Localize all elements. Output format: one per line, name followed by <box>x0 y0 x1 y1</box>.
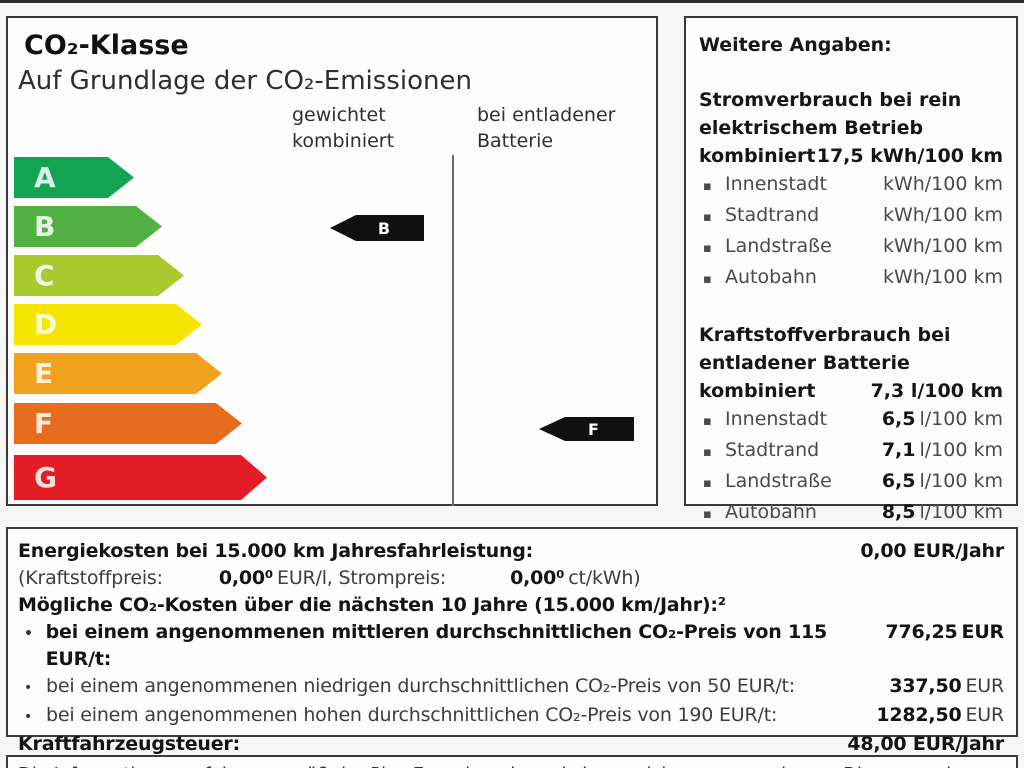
bullet-icon: ▪ <box>703 414 712 429</box>
bullet-icon: • <box>24 626 33 642</box>
price-assumptions-row: (Kraftstoffpreis: 0,00⁰ EUR/l, Stromprei… <box>18 567 641 589</box>
class-letter: B <box>34 210 56 243</box>
bullet-icon: ▪ <box>703 241 712 256</box>
fuel-heading-line2: entladener Batterie <box>699 352 910 374</box>
class-letter: G <box>34 461 57 494</box>
electric-combined-row: kombiniert 17,5 kWh/100 km <box>699 145 1003 167</box>
electric-row-autobahn: ▪ Autobahn kWh/100 km <box>699 263 1003 294</box>
fuel-row-innenstadt: ▪ Innenstadt 6,5 l/100 km <box>699 405 1003 436</box>
class-arrow-d: D <box>14 304 202 345</box>
electric-row-stadtrand: ▪ Stadtrand kWh/100 km <box>699 201 1003 232</box>
class-arrow-a: A <box>14 157 134 198</box>
column-header-depleted-battery: bei entladener Batterie <box>477 104 616 152</box>
bullet-icon: • <box>24 709 33 725</box>
energy-costs-panel: Energiekosten bei 15.000 km Jahresfahrle… <box>6 527 1018 755</box>
fuel-combined-row: kombiniert 7,3 l/100 km <box>699 380 1003 402</box>
electric-heading-line1: Stromverbrauch bei rein <box>699 89 962 111</box>
bullet-icon: ▪ <box>703 179 712 194</box>
co2-class-panel: CO₂-Klasse Auf Grundlage der CO₂-Emissio… <box>6 16 658 506</box>
depleted-battery-class-marker: F <box>539 417 634 441</box>
column-header-weighted-combined: gewichtet kombiniert <box>292 104 395 152</box>
fuel-row-stadtrand: ▪ Stadtrand 7,1 l/100 km <box>699 436 1003 467</box>
class-arrow-b: B <box>14 206 162 247</box>
co2-cost-row-high: • bei einem angenommenen hohen durchschn… <box>18 702 1004 731</box>
fuel-heading-line1: Kraftstoffverbrauch bei <box>699 324 951 346</box>
co2-cost-row-low: • bei einem angenommenen niedrigen durch… <box>18 673 1004 702</box>
class-arrow-g: G <box>14 455 267 500</box>
bullet-icon: ▪ <box>703 272 712 287</box>
vehicle-tax-row: Kraftfahrzeugsteuer: 48,00 EUR/Jahr <box>18 733 1004 755</box>
fuel-row-landstrasse: ▪ Landstraße 6,5 l/100 km <box>699 467 1003 498</box>
details-title: Weitere Angaben: <box>699 34 892 56</box>
bullet-icon: • <box>24 680 33 696</box>
co2-costs-heading: Mögliche CO₂-Kosten über die nächsten 10… <box>18 594 726 616</box>
cropped-box-bottom-border <box>0 0 1024 3</box>
class-letter: A <box>34 161 56 194</box>
footnote-panel: Die Informationen erfolgen gemäß der Pkw… <box>6 755 1018 768</box>
electric-heading-line2: elektrischem Betrieb <box>699 117 924 139</box>
column-divider-line <box>452 155 454 506</box>
class-arrow-f: F <box>14 403 242 444</box>
bullet-icon: ▪ <box>703 445 712 460</box>
class-arrow-c: C <box>14 255 184 296</box>
footnote-text: Die Informationen erfolgen gemäß der Pkw… <box>18 764 1006 768</box>
energy-costs-row: Energiekosten bei 15.000 km Jahresfahrle… <box>18 540 1004 562</box>
bullet-icon: ▪ <box>703 210 712 225</box>
class-letter: D <box>34 308 58 341</box>
fuel-row-autobahn: ▪ Autobahn 8,5 l/100 km <box>699 498 1003 529</box>
class-letter: C <box>34 259 55 292</box>
class-letter: E <box>34 357 54 390</box>
electric-row-innenstadt: ▪ Innenstadt kWh/100 km <box>699 170 1003 201</box>
weighted-combined-class-marker: B <box>330 215 424 241</box>
class-arrow-e: E <box>14 353 222 394</box>
further-details-panel: Weitere Angaben: Stromverbrauch bei rein… <box>684 16 1018 523</box>
class-letter: F <box>34 407 54 440</box>
co2-class-title: CO₂-Klasse <box>24 30 189 61</box>
bullet-icon: ▪ <box>703 507 712 522</box>
co2-cost-row-medium: • bei einem angenommenen mittleren durch… <box>18 619 1004 673</box>
electric-row-landstrasse: ▪ Landstraße kWh/100 km <box>699 232 1003 263</box>
bullet-icon: ▪ <box>703 476 712 491</box>
co2-class-subtitle: Auf Grundlage der CO₂-Emissionen <box>18 66 472 96</box>
